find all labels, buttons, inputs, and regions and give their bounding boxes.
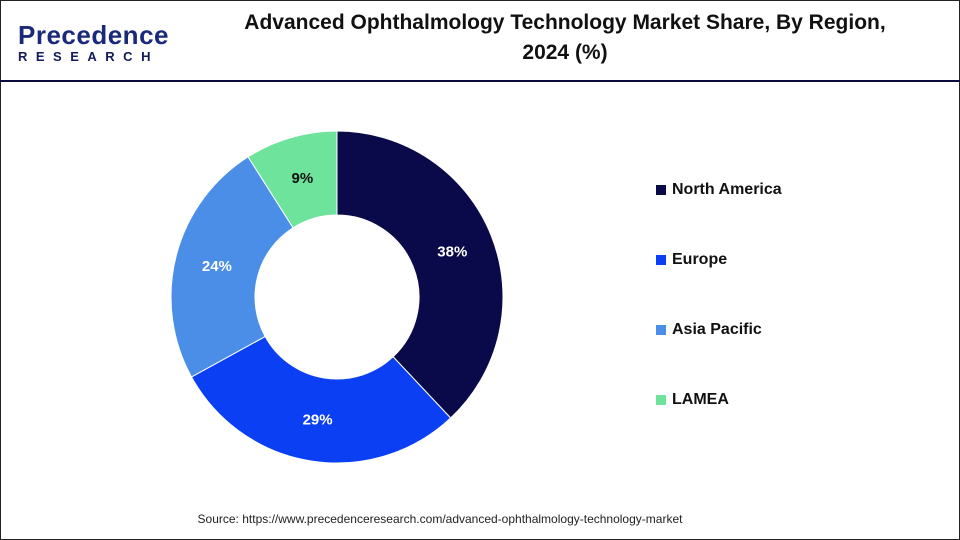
legend-swatch (656, 325, 666, 335)
precedence-research-logo: Precedence RESEARCH (18, 22, 169, 64)
legend-label: North America (672, 181, 782, 198)
data-label-lamea: 9% (292, 170, 314, 187)
donut-slice-europe (190, 335, 452, 464)
legend-label: Europe (672, 251, 728, 268)
legend-item-europe: Europe (656, 251, 727, 269)
legend-item-lamea: LAMEA (656, 391, 729, 409)
title-line-2: 2024 (%) (522, 41, 608, 64)
legend-item-asia-pacific: Asia Pacific (656, 321, 762, 339)
data-label-europe: 29% (303, 411, 333, 428)
logo-main-text: Precedence (18, 20, 169, 50)
data-label-asia-pacific: 24% (202, 258, 232, 275)
legend-label: LAMEA (672, 391, 729, 408)
legend-item-north-america: North America (656, 181, 782, 199)
logo-sub-text: RESEARCH (18, 49, 159, 64)
source-note: Source: https://www.precedenceresearch.c… (197, 512, 683, 526)
data-label-north-america: 38% (437, 243, 467, 260)
header: Precedence RESEARCH Advanced Ophthalmolo… (0, 0, 960, 82)
donut-slice-north-america (336, 130, 504, 419)
legend-swatch (656, 395, 666, 405)
chart-title: Advanced Ophthalmology Technology Market… (180, 8, 950, 68)
legend-swatch (656, 185, 666, 195)
legend-swatch (656, 255, 666, 265)
title-line-1: Advanced Ophthalmology Technology Market… (244, 11, 886, 34)
legend-label: Asia Pacific (672, 321, 762, 338)
donut-slice-asia-pacific (170, 156, 294, 378)
donut-slice-lamea (247, 130, 338, 229)
